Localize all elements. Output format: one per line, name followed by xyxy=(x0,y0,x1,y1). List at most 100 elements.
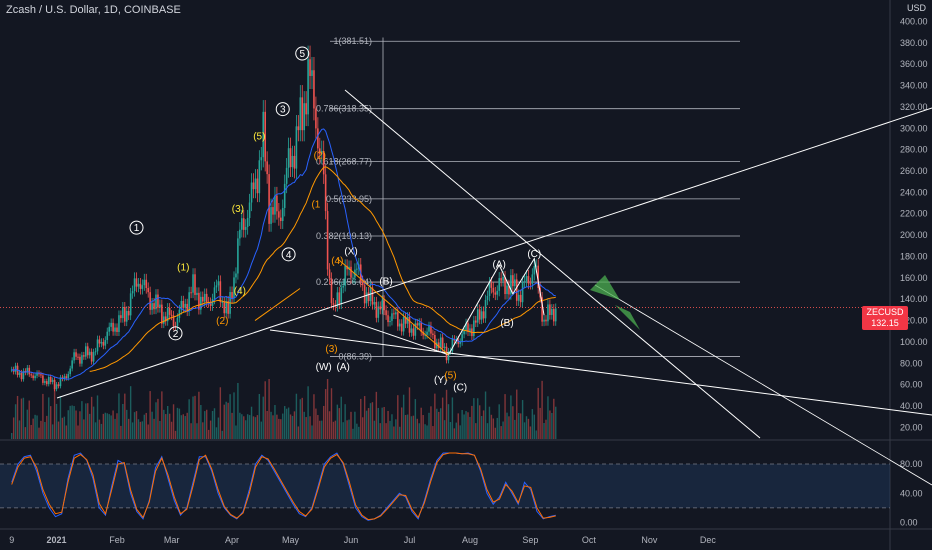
volume-bar xyxy=(404,414,407,439)
candle-body xyxy=(250,182,253,203)
candle-body xyxy=(285,167,288,184)
volume-bar xyxy=(83,419,85,439)
candle-body xyxy=(289,148,292,168)
candle-body xyxy=(315,108,317,129)
volume-bar xyxy=(330,388,333,439)
volume-bar xyxy=(371,402,374,439)
candle-body xyxy=(30,374,32,376)
candle-body xyxy=(500,278,502,281)
price-tick-label: 300.00 xyxy=(900,123,928,133)
volume-bar xyxy=(354,411,356,439)
price-tick-label: 360.00 xyxy=(900,59,928,69)
volume-bar xyxy=(192,396,194,439)
candle-body xyxy=(83,355,85,357)
candle-body xyxy=(420,322,422,332)
candle-body xyxy=(541,297,543,322)
candle-body xyxy=(237,238,239,274)
time-tick-label: May xyxy=(282,535,300,545)
candle-body xyxy=(395,312,397,315)
volume-bar xyxy=(254,417,257,439)
candle-body xyxy=(527,276,530,284)
volume-bar xyxy=(67,410,69,439)
volume-bar xyxy=(516,389,518,439)
candle-body xyxy=(287,148,290,168)
candle-body xyxy=(63,376,66,379)
volume-bar xyxy=(473,398,475,439)
candle-body xyxy=(484,299,487,319)
volume-bar xyxy=(358,426,360,439)
volume-bar xyxy=(512,406,514,439)
wave-label: (Y) xyxy=(434,375,447,386)
volume-bar xyxy=(102,413,105,439)
candle-body xyxy=(202,296,204,302)
currency-badge[interactable]: USD xyxy=(906,3,926,13)
candle-body xyxy=(515,279,518,301)
candle-body xyxy=(554,308,557,322)
candle-body xyxy=(293,155,296,169)
candle-body xyxy=(260,157,263,161)
volume-bar xyxy=(414,399,417,439)
price-tick-label: 120.00 xyxy=(900,316,928,326)
candle-body xyxy=(299,97,302,131)
volume-bar xyxy=(381,407,383,439)
volume-bar xyxy=(533,414,535,439)
volume-bar xyxy=(114,418,116,439)
candle-body xyxy=(543,319,545,322)
price-tick-label: 20.00 xyxy=(900,422,923,432)
candle-body xyxy=(36,372,38,376)
candle-body xyxy=(309,59,311,76)
volume-bar xyxy=(89,413,91,439)
candle-body xyxy=(92,352,95,362)
candle-body xyxy=(211,298,214,306)
volume-bar xyxy=(196,423,198,439)
candle-body xyxy=(272,207,274,215)
wave-label: (C) xyxy=(527,249,541,260)
candle-body xyxy=(410,328,413,333)
time-tick-label: Oct xyxy=(582,535,597,545)
volume-bar xyxy=(124,393,126,439)
candle-body xyxy=(424,334,426,336)
candle-body xyxy=(100,341,103,344)
candle-body xyxy=(77,356,79,358)
volume-bar xyxy=(465,411,467,439)
candle-body xyxy=(281,207,284,222)
oscillator-tick-label: 40.00 xyxy=(900,488,923,498)
candle-body xyxy=(57,384,60,387)
candle-body xyxy=(475,320,477,323)
volume-bar xyxy=(270,411,272,439)
volume-bar xyxy=(373,420,376,439)
candle-body xyxy=(291,155,294,168)
time-tick-label: 2021 xyxy=(47,535,67,545)
candle-body xyxy=(242,218,245,230)
price-tick-label: 140.00 xyxy=(900,294,928,304)
wave-label: 1 xyxy=(134,223,140,234)
candle-body xyxy=(486,295,489,300)
volume-bar xyxy=(204,411,206,439)
candle-body xyxy=(535,265,538,267)
candle-body xyxy=(86,346,89,356)
volume-bar xyxy=(420,407,422,439)
volume-bar xyxy=(434,393,436,439)
volume-bar xyxy=(527,418,530,439)
candle-body xyxy=(112,322,114,332)
candle-body xyxy=(59,377,62,387)
volume-bar xyxy=(104,412,106,439)
volume-bar xyxy=(463,414,465,439)
volume-bar xyxy=(217,417,220,439)
candle-body xyxy=(145,279,148,289)
volume-bar xyxy=(139,421,142,439)
volume-bar xyxy=(299,399,301,439)
candle-body xyxy=(344,265,346,286)
wave-label-circle xyxy=(129,220,144,235)
price-tick-label: 100.00 xyxy=(900,337,928,347)
volume-bar xyxy=(531,409,534,439)
volume-bar xyxy=(40,420,42,439)
volume-bar xyxy=(38,427,40,439)
wave-label: (X) xyxy=(344,247,357,258)
volume-bar xyxy=(129,386,132,439)
volume-bar xyxy=(18,420,21,439)
volume-bar xyxy=(395,419,397,439)
volume-bar xyxy=(323,405,325,439)
volume-bar xyxy=(202,422,204,439)
